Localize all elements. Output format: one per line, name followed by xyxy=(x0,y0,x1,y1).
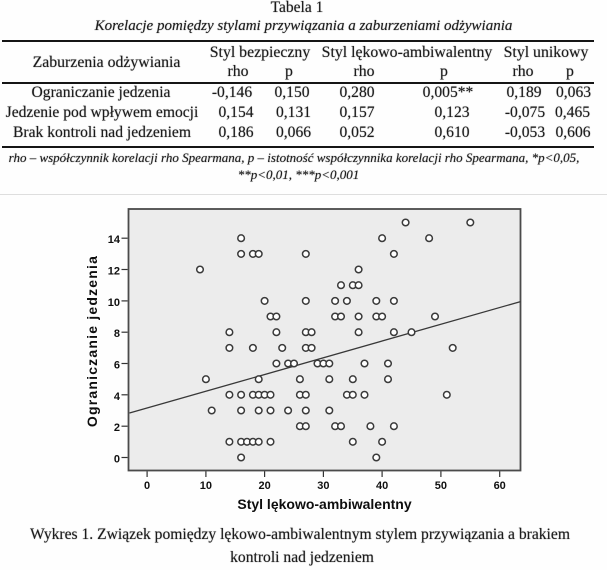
svg-text:14: 14 xyxy=(108,234,121,246)
svg-text:40: 40 xyxy=(376,480,388,492)
svg-text:12: 12 xyxy=(108,266,120,278)
svg-text:6: 6 xyxy=(114,360,120,372)
svg-text:Styl lękowo-ambiwalentny: Styl lękowo-ambiwalentny xyxy=(237,496,411,512)
svg-text:Ograniczanie jedzenia: Ograniczanie jedzenia xyxy=(84,255,100,427)
svg-text:2: 2 xyxy=(114,422,120,434)
svg-text:20: 20 xyxy=(258,480,270,492)
svg-text:10: 10 xyxy=(108,297,120,309)
svg-text:10: 10 xyxy=(200,480,212,492)
svg-text:30: 30 xyxy=(317,480,329,492)
svg-text:0: 0 xyxy=(114,454,120,466)
svg-text:50: 50 xyxy=(435,480,447,492)
svg-text:60: 60 xyxy=(494,480,506,492)
svg-text:8: 8 xyxy=(114,328,120,340)
svg-text:4: 4 xyxy=(114,391,121,403)
svg-text:0: 0 xyxy=(144,480,150,492)
